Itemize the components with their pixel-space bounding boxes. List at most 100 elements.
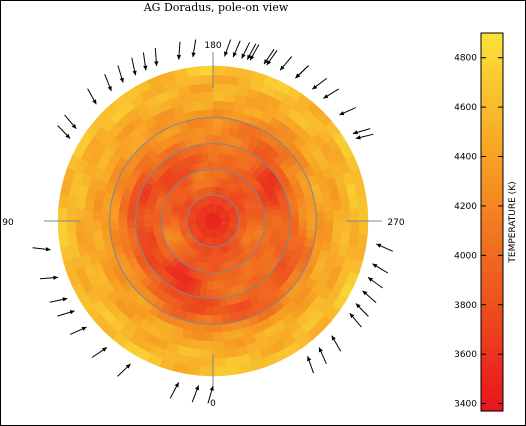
colorbar-slice — [481, 348, 503, 352]
phase-arrow — [318, 347, 327, 365]
map-cell — [280, 226, 291, 235]
map-cell — [202, 100, 214, 110]
map-cell — [332, 209, 343, 222]
colorbar-slice — [481, 256, 503, 261]
phase-arrow — [266, 50, 278, 66]
colorbar-slice — [481, 199, 503, 204]
latitude-circle — [109, 117, 317, 325]
map-cell — [199, 65, 214, 76]
map-cell — [83, 220, 94, 233]
colorbar-slice — [481, 149, 503, 154]
colorbar-slice — [481, 39, 503, 44]
phase-arrow — [311, 78, 328, 90]
map-cell — [332, 220, 343, 233]
phase-arrow — [57, 125, 71, 139]
map-cell — [169, 216, 180, 222]
colorbar-slice — [481, 51, 503, 56]
colorbar-slice — [481, 196, 503, 201]
map-cell — [204, 306, 214, 317]
map-cell — [246, 220, 257, 226]
colorbar-slice — [481, 234, 503, 239]
colorbar-slice — [481, 61, 503, 66]
colorbar-slice — [481, 228, 503, 233]
map-cell — [358, 220, 369, 235]
map-cell — [349, 220, 360, 235]
map-cell — [66, 207, 77, 222]
map-cell — [185, 364, 201, 376]
colorbar-slice — [481, 155, 503, 160]
stellar-disk — [57, 65, 369, 377]
phase-arrow — [279, 56, 293, 71]
angle-label: 0 — [210, 399, 216, 409]
map-cell — [281, 220, 291, 229]
phase-arrows — [32, 39, 394, 404]
map-cell — [255, 220, 266, 226]
colorbar-tick-label: 3600 — [454, 350, 477, 360]
colorbar-slice — [481, 42, 503, 47]
map-cell — [74, 220, 85, 234]
disk-overlay: 180 270 0 90 — [2, 41, 405, 409]
colorbar-slice — [481, 209, 503, 214]
phase-arrow — [246, 43, 257, 60]
map-cell — [212, 340, 225, 351]
phase-arrow — [191, 39, 197, 58]
colorbar-slice — [481, 398, 503, 403]
colorbar-slice — [481, 385, 503, 390]
phase-arrow — [352, 128, 371, 135]
colorbar-slice — [481, 64, 503, 69]
colorbar-slice — [481, 395, 503, 399]
map-cell — [152, 215, 162, 222]
colorbar-slice — [481, 55, 503, 59]
phase-arrow — [232, 40, 241, 58]
map-cell — [208, 254, 214, 265]
map-cell — [212, 177, 218, 188]
map-cell — [212, 125, 222, 136]
colorbar-slice — [481, 171, 503, 176]
map-cell — [212, 117, 223, 127]
map-cell — [204, 125, 214, 136]
chart-title: AG Doradus, pole-on view — [143, 1, 289, 14]
map-cell — [212, 357, 227, 368]
map-cell — [212, 306, 222, 317]
colorbar-slice — [481, 102, 503, 107]
colorbar-slice — [481, 86, 503, 91]
map-cell — [196, 305, 206, 316]
colorbar-slice — [481, 92, 503, 97]
map-cell — [289, 220, 300, 229]
phase-arrow — [295, 65, 309, 79]
map-cell — [289, 213, 300, 222]
colorbar-slice — [481, 190, 503, 195]
colorbar-slice — [481, 307, 503, 311]
colorbar-slice — [481, 357, 503, 362]
colorbar-slice — [481, 231, 503, 236]
colorbar-slice — [481, 272, 503, 277]
colorbar-slice — [481, 285, 503, 289]
colorbar-slice — [481, 300, 503, 305]
phase-arrow — [39, 275, 59, 280]
colorbar-slice — [481, 269, 503, 273]
colorbar-slice — [481, 407, 503, 412]
phase-arrow — [339, 107, 357, 116]
map-cell — [272, 220, 283, 228]
colorbar-slice — [481, 181, 503, 185]
map-cell — [212, 100, 224, 110]
colorbar-slice — [481, 382, 503, 387]
colorbar-slice — [481, 366, 503, 371]
colorbar-slice — [481, 259, 503, 264]
phase-arrow — [154, 47, 159, 67]
colorbar-slice — [481, 77, 503, 81]
colorbar-slice — [481, 376, 503, 381]
map-cell — [109, 202, 121, 214]
map-cell — [212, 91, 225, 102]
map-cell — [212, 280, 220, 291]
colorbar-slice — [481, 310, 503, 314]
colorbar-slice — [481, 174, 503, 179]
colorbar-slice — [481, 146, 503, 151]
map-cell — [191, 330, 204, 342]
map-cell — [135, 213, 145, 222]
colorbar-tick-label: 3400 — [454, 400, 477, 410]
map-cell — [220, 117, 232, 129]
colorbar-slice — [481, 165, 503, 170]
map-cell — [358, 207, 369, 222]
phase-arrow — [355, 303, 369, 317]
